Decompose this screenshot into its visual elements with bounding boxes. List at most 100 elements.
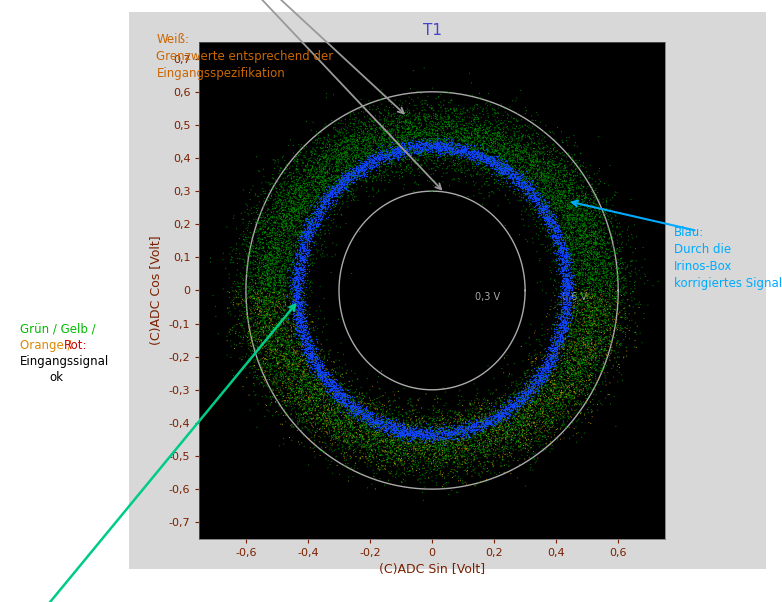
Point	[524, 192, 536, 202]
Point	[462, 432, 475, 441]
Point	[386, 144, 399, 154]
Point	[252, 293, 264, 303]
Point	[563, 203, 576, 213]
Point	[604, 323, 617, 332]
Point	[260, 380, 273, 389]
Point	[381, 424, 393, 433]
Point	[309, 187, 321, 197]
Point	[519, 412, 532, 422]
Point	[397, 134, 410, 143]
Point	[264, 250, 276, 259]
Point	[541, 187, 554, 196]
Point	[443, 142, 455, 152]
Point	[256, 269, 269, 279]
Point	[368, 146, 380, 156]
Point	[561, 407, 574, 417]
Point	[414, 119, 426, 128]
Point	[253, 258, 266, 267]
Point	[323, 397, 335, 406]
Point	[433, 444, 446, 454]
Point	[224, 324, 236, 334]
Point	[301, 310, 314, 320]
Point	[560, 223, 572, 232]
Point	[276, 221, 289, 231]
Point	[401, 430, 414, 439]
Point	[439, 128, 451, 138]
Point	[445, 431, 457, 441]
Point	[361, 135, 373, 145]
Point	[608, 321, 620, 330]
Point	[452, 420, 465, 430]
Point	[274, 338, 287, 348]
Point	[570, 324, 583, 334]
Point	[307, 352, 319, 361]
Point	[341, 404, 353, 414]
Point	[566, 292, 579, 302]
Point	[522, 187, 534, 197]
Point	[463, 421, 475, 430]
Point	[398, 143, 411, 153]
Point	[332, 380, 344, 390]
Point	[285, 182, 298, 191]
Point	[269, 360, 282, 370]
Point	[540, 190, 552, 200]
Point	[482, 429, 494, 439]
Point	[383, 147, 396, 157]
Point	[581, 344, 594, 353]
Point	[326, 145, 339, 155]
Point	[545, 353, 558, 362]
Point	[273, 303, 285, 312]
Point	[543, 350, 556, 360]
Point	[264, 342, 276, 352]
Point	[556, 202, 569, 211]
Point	[292, 241, 304, 250]
Point	[368, 154, 381, 164]
Point	[300, 391, 313, 400]
Point	[468, 427, 480, 437]
Point	[534, 440, 547, 450]
Point	[556, 166, 569, 175]
Point	[432, 131, 444, 140]
Point	[540, 202, 552, 211]
Point	[283, 357, 296, 367]
Point	[326, 182, 339, 192]
Point	[390, 148, 403, 158]
Point	[255, 224, 267, 234]
Point	[538, 127, 551, 137]
Point	[336, 396, 349, 405]
Point	[335, 181, 347, 190]
Point	[378, 421, 390, 430]
Point	[443, 430, 455, 440]
Point	[414, 426, 426, 435]
Point	[594, 285, 607, 294]
Point	[320, 379, 332, 388]
Point	[549, 276, 561, 286]
Point	[524, 181, 536, 190]
Point	[530, 373, 543, 382]
Point	[459, 146, 472, 155]
Point	[565, 233, 577, 243]
Point	[312, 408, 325, 418]
Point	[317, 195, 329, 205]
Point	[563, 384, 576, 394]
Point	[297, 325, 310, 335]
Point	[319, 167, 332, 177]
Point	[355, 409, 368, 419]
Point	[537, 363, 550, 373]
Point	[551, 123, 564, 132]
Point	[520, 175, 533, 184]
Point	[613, 368, 626, 377]
Point	[232, 331, 245, 341]
Point	[332, 119, 345, 128]
Point	[516, 186, 529, 196]
Point	[590, 348, 602, 358]
Point	[361, 406, 373, 415]
Point	[398, 450, 411, 460]
Point	[530, 382, 543, 392]
Point	[242, 314, 255, 323]
Point	[544, 226, 557, 236]
Point	[289, 186, 301, 196]
Point	[289, 296, 302, 305]
Point	[432, 146, 444, 155]
Point	[475, 467, 488, 477]
